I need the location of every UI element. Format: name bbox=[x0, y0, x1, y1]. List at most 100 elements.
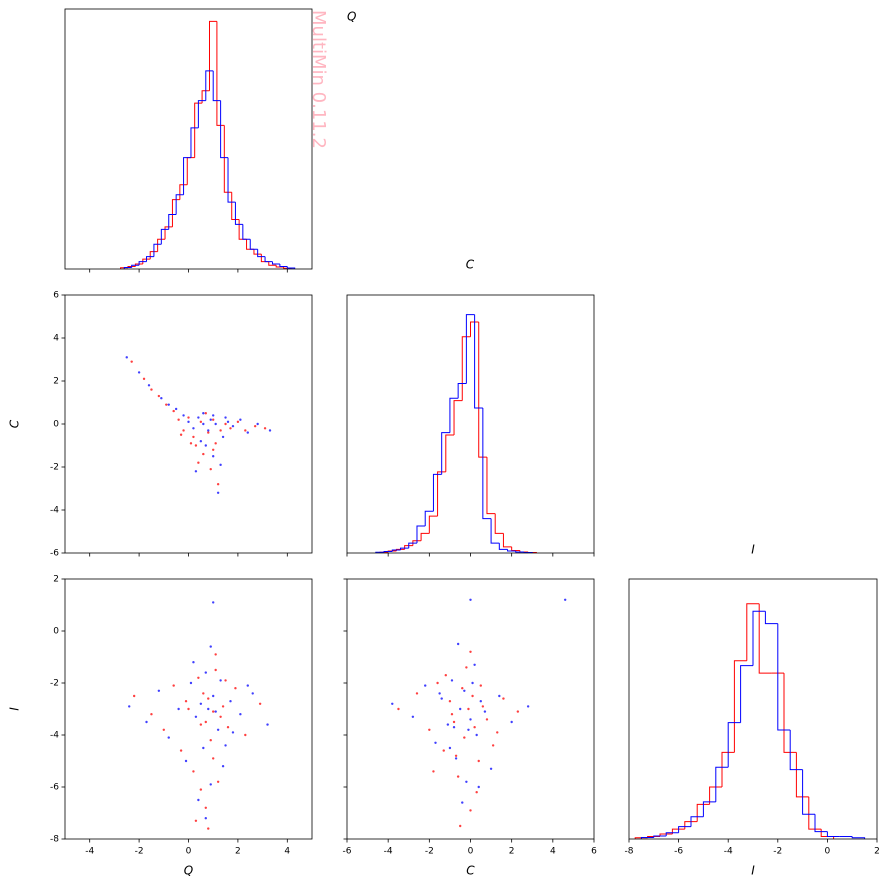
point bbox=[465, 780, 468, 783]
point bbox=[446, 723, 450, 726]
point bbox=[199, 440, 203, 443]
point bbox=[436, 681, 439, 685]
point bbox=[229, 427, 232, 430]
point bbox=[244, 733, 247, 737]
panel-title: C bbox=[466, 258, 475, 272]
point bbox=[172, 684, 175, 687]
point bbox=[477, 759, 480, 763]
hist-step bbox=[826, 831, 840, 838]
hist-step bbox=[764, 611, 778, 625]
axes-frame bbox=[346, 294, 595, 554]
point bbox=[142, 377, 146, 381]
point bbox=[162, 728, 165, 731]
x-tick-label: 0 bbox=[186, 847, 192, 857]
point bbox=[224, 744, 227, 747]
point bbox=[459, 707, 462, 711]
y-tick-label: 0 bbox=[53, 420, 59, 430]
x-tick-label: 2 bbox=[235, 847, 241, 857]
x-tick-label: 0 bbox=[468, 847, 474, 857]
point bbox=[194, 819, 198, 822]
point bbox=[246, 431, 249, 434]
x-tick-label: 4 bbox=[550, 847, 556, 857]
point bbox=[202, 452, 205, 456]
point bbox=[192, 770, 195, 773]
point bbox=[440, 697, 443, 700]
point bbox=[463, 736, 466, 739]
point bbox=[194, 715, 198, 718]
point bbox=[226, 420, 230, 424]
point bbox=[224, 416, 227, 419]
point bbox=[137, 371, 141, 374]
point bbox=[231, 424, 235, 428]
point bbox=[157, 689, 161, 692]
hist-step bbox=[457, 382, 467, 399]
x-tick-label: -2 bbox=[425, 847, 434, 857]
point bbox=[187, 420, 190, 424]
hist-step bbox=[412, 540, 422, 546]
point bbox=[510, 720, 513, 724]
hist-step bbox=[416, 525, 426, 544]
hist-step bbox=[216, 21, 225, 126]
hist-step bbox=[157, 238, 166, 252]
point bbox=[258, 702, 262, 705]
point bbox=[214, 668, 217, 672]
point bbox=[224, 679, 227, 682]
point bbox=[477, 785, 480, 789]
point bbox=[266, 723, 269, 726]
y-tick-label: -4 bbox=[50, 506, 59, 516]
point bbox=[165, 403, 168, 406]
point bbox=[438, 692, 441, 695]
point bbox=[214, 653, 217, 656]
point bbox=[125, 356, 128, 359]
point bbox=[459, 824, 462, 828]
point bbox=[268, 429, 272, 432]
point bbox=[236, 420, 240, 424]
point bbox=[209, 418, 212, 421]
point bbox=[130, 360, 133, 363]
hist-step bbox=[123, 267, 132, 269]
point bbox=[226, 726, 230, 729]
y-tick-label: 4 bbox=[53, 334, 59, 344]
point bbox=[179, 433, 183, 436]
y-tick-label: -2 bbox=[50, 463, 59, 473]
point bbox=[516, 710, 520, 713]
point bbox=[207, 707, 210, 711]
point bbox=[219, 429, 222, 432]
hist-step bbox=[733, 660, 747, 753]
hist-step bbox=[383, 551, 393, 553]
point bbox=[207, 697, 210, 700]
point bbox=[202, 412, 205, 415]
point bbox=[432, 770, 435, 773]
hist-step bbox=[678, 826, 691, 833]
point bbox=[475, 733, 478, 737]
point bbox=[463, 689, 466, 692]
point bbox=[221, 435, 225, 439]
hist-step bbox=[391, 549, 401, 552]
hist-step bbox=[253, 249, 262, 255]
point bbox=[496, 731, 499, 734]
hist-step bbox=[264, 256, 273, 263]
hist-step bbox=[752, 610, 766, 666]
axes-frame bbox=[64, 578, 313, 840]
hist-step bbox=[223, 125, 232, 193]
panel-title: Q bbox=[347, 10, 356, 24]
hist-step bbox=[758, 603, 772, 674]
x-tick-label: -8 bbox=[625, 847, 634, 857]
point bbox=[197, 676, 200, 679]
point bbox=[187, 416, 190, 419]
hist-step bbox=[153, 243, 162, 257]
point bbox=[448, 746, 452, 750]
hist-step bbox=[740, 665, 753, 723]
point bbox=[182, 429, 185, 432]
point bbox=[469, 809, 472, 812]
hist-step bbox=[494, 513, 504, 534]
hist-step bbox=[160, 228, 169, 245]
hist-step bbox=[851, 836, 866, 839]
hist-step bbox=[441, 432, 450, 475]
point bbox=[469, 598, 472, 601]
point bbox=[444, 674, 447, 677]
hist-step bbox=[208, 20, 217, 91]
point bbox=[214, 442, 217, 445]
y-tick-label: 6 bbox=[53, 291, 59, 301]
point bbox=[204, 817, 207, 820]
